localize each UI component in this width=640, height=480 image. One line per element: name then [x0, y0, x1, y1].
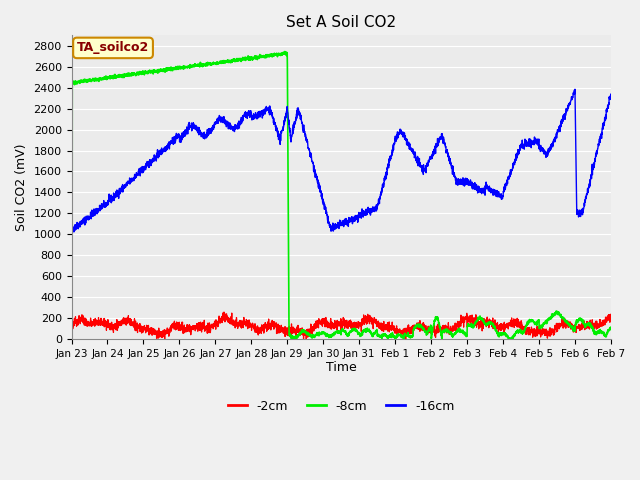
-2cm — [220, 309, 228, 315]
X-axis label: Time: Time — [326, 361, 356, 374]
-2cm — [161, 336, 168, 342]
-16cm — [68, 336, 76, 342]
-16cm — [571, 86, 579, 92]
-2cm — [607, 313, 615, 319]
Title: Set A Soil CO2: Set A Soil CO2 — [286, 15, 396, 30]
-2cm — [161, 330, 169, 336]
-2cm — [275, 327, 283, 333]
-2cm — [68, 326, 76, 332]
-8cm — [607, 326, 615, 332]
-2cm — [597, 322, 605, 327]
-16cm — [68, 335, 76, 341]
-16cm — [161, 144, 169, 150]
-8cm — [161, 67, 169, 72]
-16cm — [597, 132, 605, 138]
-2cm — [298, 325, 306, 331]
-16cm — [129, 177, 137, 182]
Legend: -2cm, -8cm, -16cm: -2cm, -8cm, -16cm — [223, 395, 460, 418]
-16cm — [298, 120, 306, 126]
-8cm — [275, 51, 282, 57]
-2cm — [129, 322, 137, 327]
Y-axis label: Soil CO2 (mV): Soil CO2 (mV) — [15, 144, 28, 231]
-8cm — [68, 336, 76, 342]
Line: -2cm: -2cm — [72, 312, 611, 339]
-16cm — [275, 137, 282, 143]
-2cm — [539, 325, 547, 331]
Line: -8cm: -8cm — [72, 51, 611, 339]
-8cm — [281, 48, 289, 54]
-8cm — [539, 322, 547, 328]
Line: -16cm: -16cm — [72, 89, 611, 339]
-8cm — [596, 328, 604, 334]
-8cm — [129, 72, 137, 78]
-16cm — [607, 91, 615, 97]
-16cm — [539, 146, 547, 152]
-8cm — [298, 330, 306, 336]
Text: TA_soilco2: TA_soilco2 — [77, 41, 149, 54]
